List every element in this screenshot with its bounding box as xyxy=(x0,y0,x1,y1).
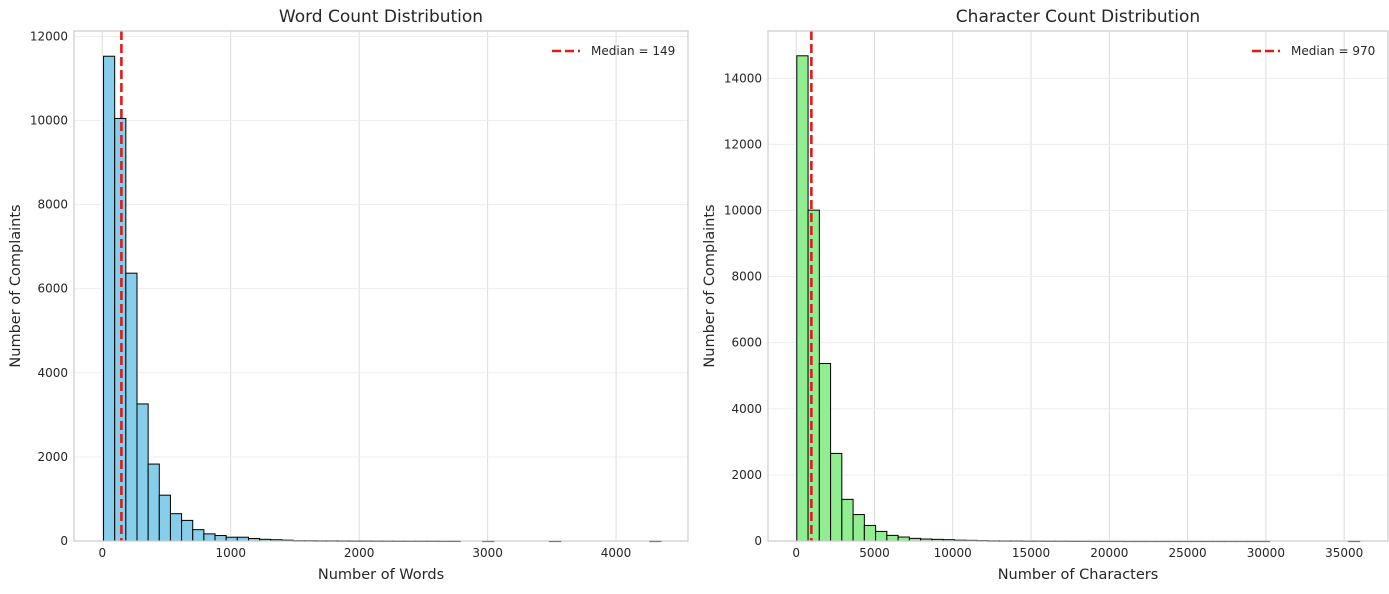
char-x-tick-label: 10000 xyxy=(934,546,972,560)
word-x-tick-label: 4000 xyxy=(601,546,632,560)
char-chart: 0 5000 10000 15000 20000 25000 30000 35000 0 2000… xyxy=(702,7,1389,583)
char-x-axis-label: Number of Characters xyxy=(998,567,1159,583)
char-y-tick-label: 4000 xyxy=(731,402,762,416)
char-x-tick-label: 30000 xyxy=(1247,546,1285,560)
word-x-tick-label: 3000 xyxy=(472,546,503,560)
char-histogram-bar xyxy=(796,55,809,542)
char-y-tick-label: 8000 xyxy=(731,270,762,284)
word-legend: Median = 149 xyxy=(552,44,675,58)
char-y-tick-label: 6000 xyxy=(731,336,762,350)
char-axes-frame xyxy=(767,30,1389,542)
word-x-axis-label: Number of Words xyxy=(318,567,444,583)
word-histogram-bar xyxy=(203,533,216,542)
word-y-tick-label: 4000 xyxy=(37,366,68,380)
word-x-tick-label: 2000 xyxy=(344,546,375,560)
char-x-tick-label: 15000 xyxy=(1012,546,1050,560)
word-y-tick-label: 10000 xyxy=(30,114,68,128)
word-legend-label: Median = 149 xyxy=(591,44,675,58)
word-y-tick-label: 6000 xyxy=(37,282,68,296)
char-x-tick-label: 0 xyxy=(792,546,800,560)
word-y-axis-label: Number of Complaints xyxy=(8,204,24,367)
char-x-tick-label: 20000 xyxy=(1090,546,1128,560)
char-chart-title: Character Count Distribution xyxy=(956,7,1200,27)
word-histogram-bar xyxy=(214,535,227,542)
char-histogram-bar xyxy=(841,498,854,542)
char-legend-label: Median = 970 xyxy=(1291,44,1375,58)
word-histogram-bar xyxy=(158,494,171,542)
char-x-tick-label: 35000 xyxy=(1325,546,1363,560)
word-histogram-bar xyxy=(125,272,138,542)
word-y-tick-label: 12000 xyxy=(30,29,68,43)
word-y-tick-label: 2000 xyxy=(37,450,68,464)
char-histogram-bar xyxy=(830,452,843,542)
word-y-tick-label: 0 xyxy=(60,534,68,548)
char-y-tick-label: 0 xyxy=(754,534,762,548)
word-plot-area xyxy=(74,31,688,541)
char-y-tick-label: 10000 xyxy=(724,203,762,217)
char-histogram-bar xyxy=(852,514,865,542)
char-x-tick-label: 25000 xyxy=(1169,546,1207,560)
char-x-tick-label: 5000 xyxy=(859,546,890,560)
char-histogram-bar xyxy=(807,209,820,542)
char-y-axis-label: Number of Complaints xyxy=(702,204,718,367)
word-histogram-bar xyxy=(192,529,205,542)
word-chart-title: Word Count Distribution xyxy=(279,7,483,27)
word-axes-frame xyxy=(73,30,689,542)
word-histogram-bar xyxy=(147,463,160,542)
word-x-tick-label: 0 xyxy=(98,546,106,560)
char-histogram-bar xyxy=(875,530,888,542)
char-histogram-bar xyxy=(886,534,899,542)
char-histogram-bar xyxy=(863,524,877,542)
word-histogram-bar xyxy=(181,519,194,542)
word-chart: 0 1000 2000 3000 4000 0 2000 4000 6000 8000 10000 1… xyxy=(8,7,689,583)
word-histogram-bar xyxy=(136,403,149,542)
char-y-tick-label: 2000 xyxy=(731,468,762,482)
char-y-tick-label: 14000 xyxy=(724,71,762,85)
word-histogram-bar xyxy=(103,55,116,542)
char-y-tick-label: 12000 xyxy=(724,137,762,151)
char-legend: Median = 970 xyxy=(1252,44,1375,58)
word-y-tick-label: 8000 xyxy=(37,198,68,212)
char-plot-area xyxy=(768,31,1388,541)
word-x-tick-label: 1000 xyxy=(215,546,246,560)
char-histogram-bar xyxy=(818,363,832,542)
word-histogram-bar xyxy=(169,513,183,542)
